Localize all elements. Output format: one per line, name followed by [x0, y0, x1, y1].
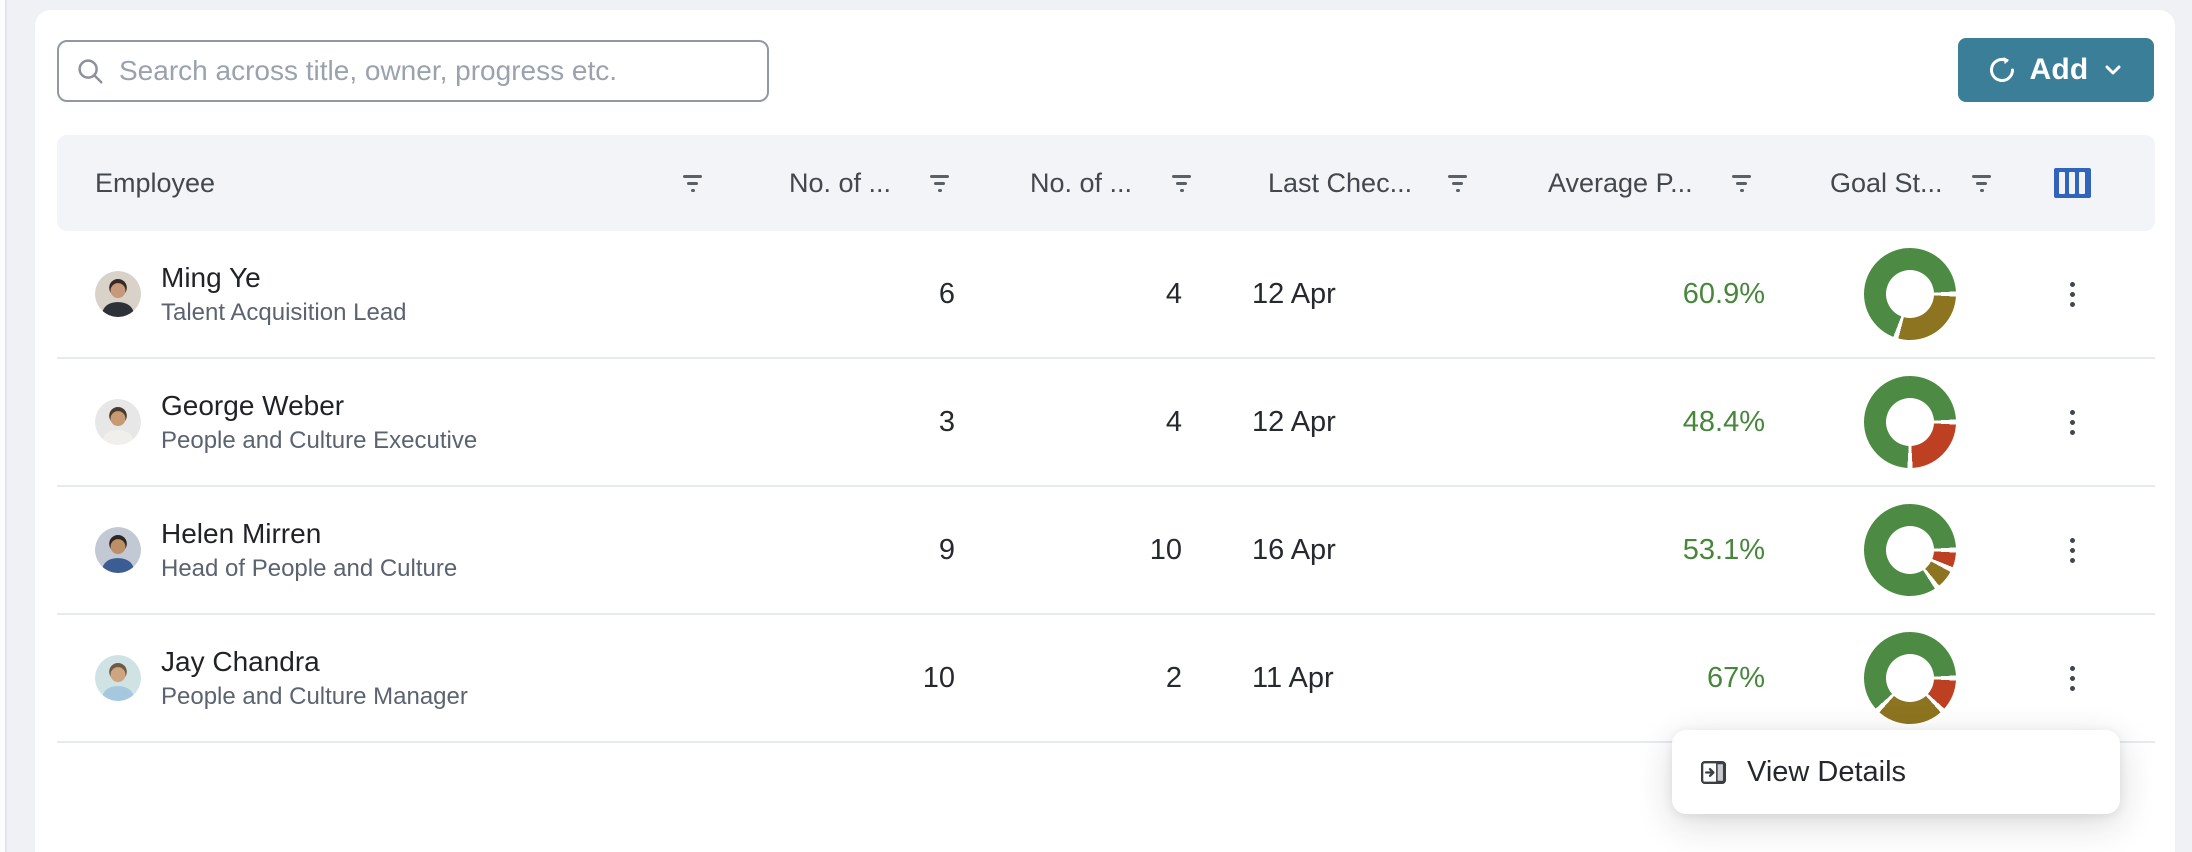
filter-icon[interactable]	[1172, 174, 1191, 192]
employee-name: Helen Mirren	[161, 517, 322, 549]
last-checkin-value: 12 Apr	[1252, 277, 1336, 310]
no-of-goals-value: 3	[938, 405, 955, 438]
avatar	[95, 399, 141, 445]
kebab-menu-icon[interactable]	[2064, 404, 2081, 441]
avatar-photo	[95, 399, 141, 445]
goal-status-donut	[1864, 504, 1956, 596]
filter-icon[interactable]	[930, 174, 949, 192]
column-header-average-progress: Average P...	[1548, 167, 1693, 198]
filter-icon[interactable]	[1448, 174, 1467, 192]
add-button[interactable]: Add	[1958, 38, 2154, 102]
add-button-label: Add	[2029, 53, 2089, 86]
filter-icon[interactable]	[1732, 174, 1751, 192]
search-box[interactable]	[57, 40, 769, 102]
table-row[interactable]: Helen Mirren Head of People and Culture …	[57, 487, 2155, 615]
filter-icon[interactable]	[683, 174, 702, 192]
goal-icon	[1989, 57, 2014, 82]
kebab-menu-icon[interactable]	[2064, 532, 2081, 569]
employee-name: Ming Ye	[161, 261, 261, 293]
average-progress-value: 67%	[1706, 661, 1765, 694]
open-side-panel-icon	[1700, 760, 1727, 784]
no-of-checkins-value: 4	[1165, 405, 1182, 438]
no-of-goals-value: 10	[922, 661, 955, 694]
no-of-goals-value: 6	[938, 277, 955, 310]
goal-status-donut	[1864, 632, 1956, 724]
employee-name: George Weber	[161, 389, 345, 421]
filter-icon[interactable]	[1972, 174, 1991, 192]
employee-title: People and Culture Executive	[161, 426, 478, 454]
avatar	[95, 655, 141, 701]
view-details-label: View Details	[1747, 755, 1907, 788]
avatar-photo	[95, 655, 141, 701]
avatar-photo	[95, 527, 141, 573]
no-of-checkins-value: 2	[1165, 661, 1182, 694]
employee-title: Talent Acquisition Lead	[161, 298, 407, 326]
table-row[interactable]: Ming Ye Talent Acquisition Lead 6 4 12 A…	[57, 231, 2155, 359]
no-of-checkins-value: 10	[1149, 533, 1182, 566]
goal-status-donut	[1864, 248, 1956, 340]
search-icon	[78, 59, 103, 84]
employee-name: Jay Chandra	[161, 645, 320, 677]
context-menu: View Details	[1672, 730, 2120, 814]
table-body: Ming Ye Talent Acquisition Lead 6 4 12 A…	[57, 231, 2155, 743]
manage-columns-icon[interactable]	[2053, 168, 2091, 198]
table-row[interactable]: George Weber People and Culture Executiv…	[57, 359, 2155, 487]
average-progress-value: 48.4%	[1682, 405, 1765, 438]
view-details-menu-item[interactable]: View Details	[1672, 730, 2120, 814]
goal-status-donut	[1864, 376, 1956, 468]
column-header-employee: Employee	[95, 167, 216, 198]
last-checkin-value: 12 Apr	[1252, 405, 1336, 438]
employees-panel: Add Employee No. of ... No. of ... Last …	[35, 10, 2175, 852]
column-header-last-checkin: Last Chec...	[1268, 167, 1413, 198]
column-header-no-of-goals: No. of ...	[789, 167, 892, 198]
employee-title: People and Culture Manager	[161, 682, 468, 710]
search-input[interactable]	[119, 55, 751, 87]
column-header-no-of-checkins: No. of ...	[1030, 167, 1133, 198]
kebab-menu-icon[interactable]	[2064, 660, 2081, 697]
average-progress-value: 53.1%	[1682, 533, 1765, 566]
no-of-checkins-value: 4	[1165, 277, 1182, 310]
avatar-photo	[95, 271, 141, 317]
table-header: Employee No. of ... No. of ... Last Chec…	[57, 135, 2155, 231]
avatar	[95, 527, 141, 573]
kebab-menu-icon[interactable]	[2064, 276, 2081, 313]
chevron-down-icon	[2105, 65, 2121, 75]
average-progress-value: 60.9%	[1682, 277, 1765, 310]
last-checkin-value: 16 Apr	[1252, 533, 1336, 566]
left-page-edge	[0, 0, 7, 852]
avatar	[95, 271, 141, 317]
last-checkin-value: 11 Apr	[1252, 661, 1334, 694]
no-of-goals-value: 9	[938, 533, 955, 566]
employee-title: Head of People and Culture	[161, 554, 458, 582]
column-header-goal-status: Goal St...	[1830, 167, 1943, 198]
table-row[interactable]: Jay Chandra People and Culture Manager 1…	[57, 615, 2155, 743]
